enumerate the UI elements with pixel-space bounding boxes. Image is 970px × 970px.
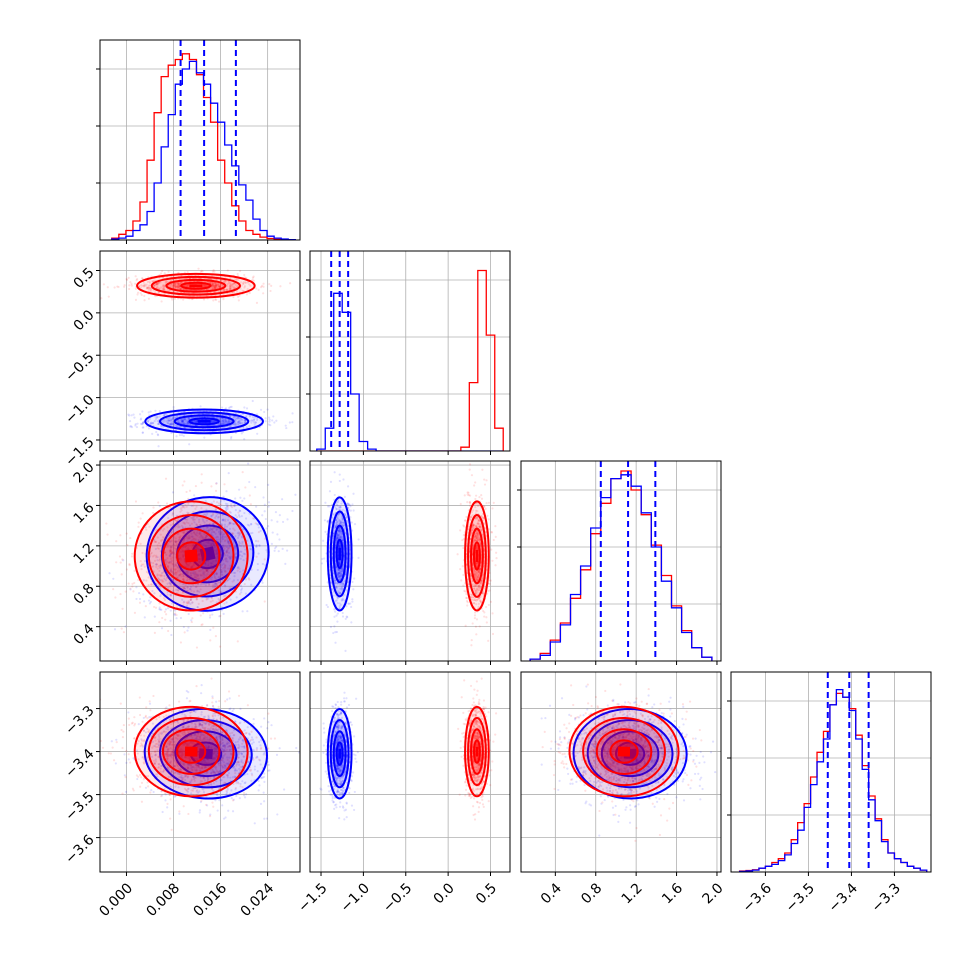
- x-tick-label: 0.016: [191, 880, 231, 920]
- axes-frame: [730, 671, 932, 873]
- scatter-points-blue: [110, 684, 300, 825]
- x-tick-label: 2.0: [700, 880, 727, 907]
- contour-red: [136, 272, 256, 299]
- grid-lines: [731, 672, 931, 872]
- x-tick-label: −1.0: [338, 880, 373, 915]
- x-tick-label: −3.3: [869, 880, 904, 915]
- y-tick-label: 0.5: [71, 265, 98, 292]
- axes-frame: [520, 671, 722, 873]
- grid-lines: [100, 251, 300, 451]
- y-tick-label: 1.2: [71, 540, 98, 567]
- x-tick-label: 1.2: [619, 880, 646, 907]
- y-tick-label: −3.6: [62, 832, 97, 867]
- scatter-cell-1-3: [309, 671, 511, 873]
- axes-frame: [309, 250, 511, 452]
- histogram-red-series: [738, 692, 928, 872]
- histogram-cell-1: [306, 250, 511, 452]
- x-tick-label: −3.6: [740, 880, 775, 915]
- scatter-cell-0-2: [99, 460, 301, 662]
- axes-frame: [309, 460, 511, 662]
- y-tick-label: −1.0: [62, 392, 97, 427]
- histogram-red-series: [111, 53, 296, 240]
- scatter-points-blue: [127, 399, 294, 448]
- histogram-cell-3: [727, 671, 932, 873]
- contour-red: [464, 500, 490, 612]
- contour-blue: [326, 496, 353, 612]
- histogram-blue-series: [316, 292, 504, 451]
- scatter-cell-0-3: [99, 671, 301, 873]
- y-tick-label: 1.6: [71, 500, 98, 527]
- x-tick-label: −3.4: [826, 880, 861, 915]
- x-tick-label: −0.5: [380, 880, 415, 915]
- grid-lines: [310, 461, 510, 661]
- x-tick-label: 0.024: [238, 880, 278, 920]
- histogram-cell-0: [96, 39, 301, 241]
- grid-lines: [100, 40, 300, 240]
- grid-lines: [310, 251, 510, 451]
- y-tick-label: 0.8: [71, 581, 98, 608]
- x-tick-label: 0.8: [578, 880, 605, 907]
- y-tick-label: −3.5: [62, 789, 97, 824]
- contour-blue: [326, 707, 353, 800]
- y-tick-label: 0.0: [71, 307, 98, 334]
- axes-frame: [99, 39, 301, 241]
- y-tick-label: −3.3: [62, 703, 97, 738]
- x-tick-label: −3.5: [783, 880, 818, 915]
- y-tick-label: 0.4: [71, 621, 98, 648]
- y-tick-label: −3.4: [62, 746, 97, 781]
- histogram-cell-2: [517, 460, 722, 662]
- histogram-blue-series: [111, 60, 296, 240]
- grid-lines: [521, 461, 721, 661]
- axes-frame: [99, 250, 301, 452]
- histogram-red-series: [316, 269, 504, 451]
- axes-frame: [309, 671, 511, 873]
- x-tick-label: 1.6: [659, 880, 686, 907]
- y-tick-label: −0.5: [62, 350, 97, 385]
- scatter-cell-2-3: [520, 671, 722, 873]
- x-tick-label: 0.0: [431, 880, 458, 907]
- axes-frame: [99, 460, 301, 662]
- scatter-cell-0-1: [99, 250, 301, 452]
- x-tick-label: 0.000: [96, 880, 136, 920]
- x-tick-label: −1.5: [295, 880, 330, 915]
- x-tick-label: 0.008: [143, 880, 183, 920]
- contour-red: [133, 500, 249, 612]
- histogram-blue-series: [738, 688, 928, 872]
- x-tick-label: 0.4: [538, 880, 565, 907]
- axes-frame: [99, 671, 301, 873]
- contour-red: [133, 705, 249, 798]
- x-tick-label: 0.5: [473, 880, 500, 907]
- scatter-cell-1-2: [309, 460, 511, 662]
- histogram-blue-series: [529, 474, 713, 661]
- contour-red: [568, 705, 680, 798]
- contour-blue: [144, 408, 264, 435]
- axes-frame: [520, 460, 722, 662]
- contour-red: [464, 705, 490, 798]
